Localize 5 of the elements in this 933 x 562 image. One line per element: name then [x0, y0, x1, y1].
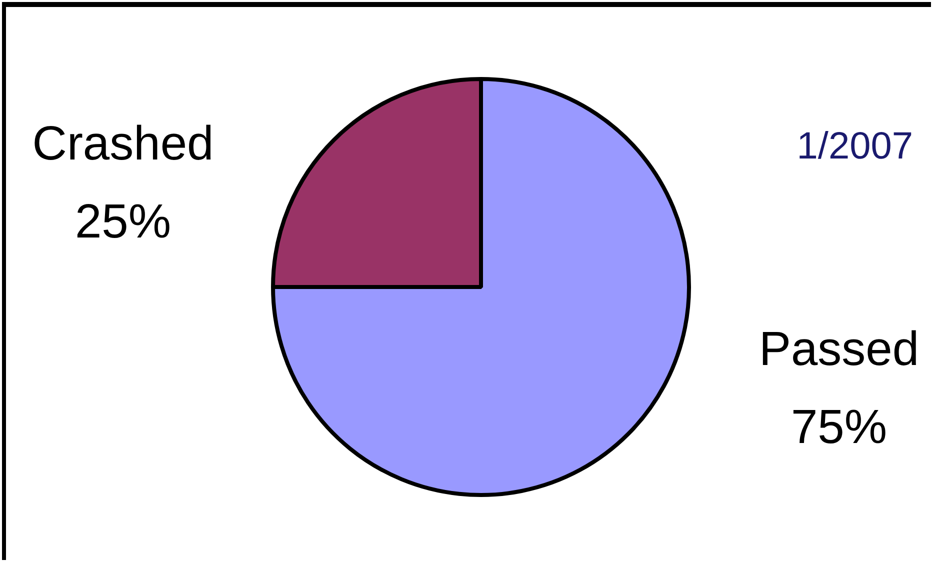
slice-label: Passed [758, 323, 920, 376]
data-label: 25% [74, 195, 172, 248]
slice-label: Crashed [32, 117, 214, 170]
text: 1/2007 [796, 125, 913, 168]
data-label: 75% [790, 401, 888, 454]
